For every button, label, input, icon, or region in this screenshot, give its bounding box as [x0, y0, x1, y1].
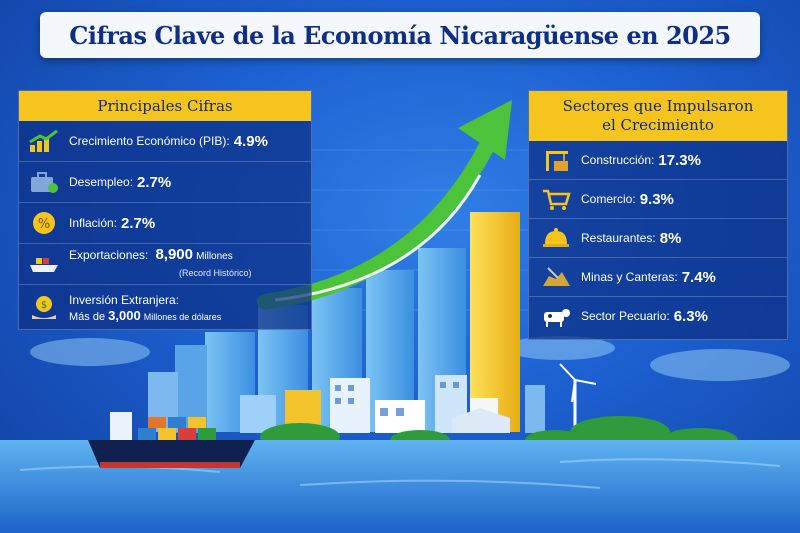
principales-cifras-panel: Principales Cifras Crecimiento Económico… [18, 90, 312, 330]
clouds [30, 336, 790, 381]
list-item: Restaurantes: 8% [529, 219, 787, 258]
item-label: Inflación: [69, 216, 118, 230]
item-value: 2.7% [137, 173, 172, 191]
bar-6 [470, 212, 520, 432]
cargo-ship-icon [27, 251, 61, 277]
item-label: Comercio: [581, 192, 636, 206]
page-title: Cifras Clave de la Economía Nicaragüense… [69, 20, 731, 50]
item-label: Desempleo: [69, 175, 134, 189]
exportaciones-block: Exportaciones: 8,900 Millones (Record Hi… [69, 247, 252, 281]
mining-rocks-icon [539, 264, 573, 290]
growth-chart-icon [27, 128, 61, 154]
list-item: Crecimiento Económico (PIB): 4.9% [19, 121, 311, 162]
svg-text:%: % [38, 217, 50, 232]
list-item: % Inflación: 2.7% [19, 203, 311, 244]
item-value: 9.3% [639, 190, 674, 208]
item-label: Restaurantes: [581, 231, 656, 245]
item-value: 7.4% [681, 268, 716, 286]
inversion-block: Inversión Extranjera: Más de 3,000 Millo… [69, 292, 221, 325]
item-label: Minas y Canteras: [581, 270, 678, 284]
item-label: Exportaciones: [69, 248, 149, 262]
item-unit: Millones de dólares [143, 311, 222, 322]
list-item: Exportaciones: 8,900 Millones (Record Hi… [19, 244, 311, 285]
sectores-heading-line2: el Crecimiento [602, 116, 714, 134]
item-value: 8% [659, 229, 682, 247]
sectores-heading-line1: Sectores que Impulsaron [562, 97, 754, 115]
item-label: Construcción: [581, 153, 655, 167]
item-value: 4.9% [233, 132, 268, 150]
sectores-heading: Sectores que Impulsaron el Crecimiento [529, 91, 787, 141]
serving-cloche-icon [539, 225, 573, 251]
money-hand-icon: $ [27, 295, 61, 321]
construction-crane-icon [539, 147, 573, 173]
title-banner: Cifras Clave de la Economía Nicaragüense… [40, 12, 760, 58]
container-ship [88, 412, 255, 468]
svg-text:$: $ [41, 300, 47, 311]
cow-icon [539, 303, 573, 329]
item-note: (Record Histórico) [179, 268, 252, 278]
item-label: Crecimiento Económico (PIB): [69, 134, 230, 148]
item-value: 8,900 [155, 246, 193, 263]
shopping-cart-icon [539, 186, 573, 212]
list-item: Comercio: 9.3% [529, 180, 787, 219]
principales-cifras-heading: Principales Cifras [19, 91, 311, 121]
item-value: 2.7% [121, 214, 156, 232]
list-item: $ Inversión Extranjera: Más de 3,000 Mil… [19, 285, 311, 331]
item-value: 6.3% [673, 307, 708, 325]
item-label: Sector Pecuario: [581, 309, 670, 323]
briefcase-icon [27, 169, 61, 195]
list-item: Minas y Canteras: 7.4% [529, 258, 787, 297]
item-unit: Millones [196, 251, 233, 262]
list-item: Construcción: 17.3% [529, 141, 787, 180]
list-item: Sector Pecuario: 6.3% [529, 297, 787, 335]
item-value: 3,000 [108, 307, 141, 323]
list-item: Desempleo: 2.7% [19, 162, 311, 203]
item-label: Inversión Extranjera: [69, 292, 180, 307]
item-prefix: Más de [69, 310, 106, 323]
sectores-panel: Sectores que Impulsaron el Crecimiento C… [528, 90, 788, 340]
item-value: 17.3% [658, 151, 701, 169]
percent-icon: % [27, 210, 61, 236]
